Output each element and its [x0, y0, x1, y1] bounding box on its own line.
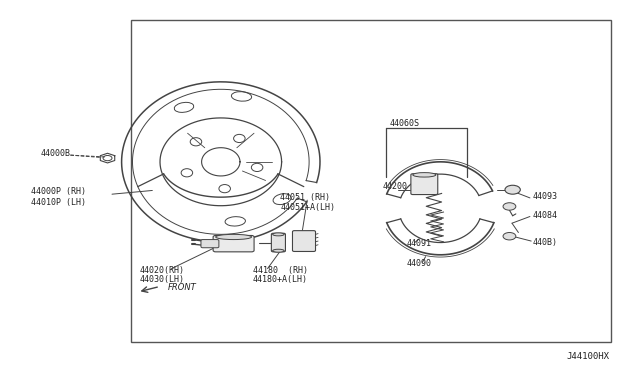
Text: 44051+A(LH): 44051+A(LH): [280, 203, 335, 212]
FancyBboxPatch shape: [201, 240, 219, 248]
Text: J44100HX: J44100HX: [566, 352, 609, 361]
Ellipse shape: [273, 249, 284, 252]
FancyBboxPatch shape: [411, 174, 438, 195]
Text: 44091: 44091: [406, 239, 431, 248]
Text: 44051 (RH): 44051 (RH): [280, 193, 330, 202]
Ellipse shape: [413, 173, 436, 177]
Circle shape: [503, 232, 516, 240]
Text: 44030(LH): 44030(LH): [140, 275, 184, 284]
Text: 44090: 44090: [406, 259, 431, 268]
Circle shape: [505, 185, 520, 194]
FancyBboxPatch shape: [292, 231, 316, 251]
Ellipse shape: [273, 233, 284, 236]
Text: 44200: 44200: [383, 182, 408, 191]
Text: FRONT: FRONT: [168, 283, 196, 292]
Text: 44180+A(LH): 44180+A(LH): [253, 275, 308, 284]
Text: 440B): 440B): [532, 238, 557, 247]
Text: 44093: 44093: [532, 192, 557, 201]
FancyBboxPatch shape: [213, 235, 254, 252]
Bar: [131, 20, 611, 342]
FancyBboxPatch shape: [271, 233, 285, 252]
Text: 44000P (RH): 44000P (RH): [31, 187, 86, 196]
Text: 44180  (RH): 44180 (RH): [253, 266, 308, 275]
Ellipse shape: [216, 234, 252, 240]
Text: 44000B: 44000B: [40, 149, 70, 158]
Text: 44020(RH): 44020(RH): [140, 266, 184, 275]
Text: 44060S: 44060S: [390, 119, 420, 128]
Text: 44084: 44084: [532, 211, 557, 220]
Text: 44010P (LH): 44010P (LH): [31, 198, 86, 207]
Circle shape: [503, 203, 516, 210]
